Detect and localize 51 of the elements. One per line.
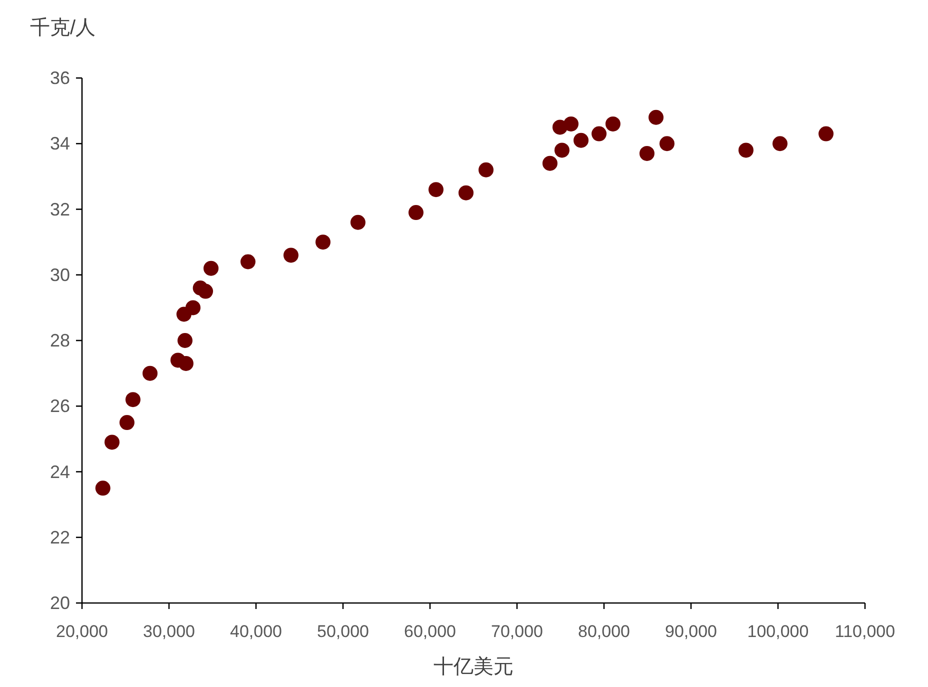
y-axis-title: 千克/人	[30, 17, 96, 39]
point	[186, 300, 201, 316]
point	[178, 333, 193, 348]
point	[350, 214, 366, 230]
x-tick-label: 60,000	[404, 622, 456, 641]
point	[408, 205, 424, 220]
point	[240, 254, 256, 270]
point	[125, 392, 140, 408]
point	[428, 182, 444, 198]
point	[659, 136, 674, 152]
point	[574, 132, 589, 148]
point	[178, 356, 194, 371]
x-axis-title: 十亿美元	[434, 655, 514, 678]
y-tick-label: 20	[50, 593, 70, 613]
point	[198, 284, 214, 299]
point	[648, 110, 664, 125]
x-tick-label: 80,000	[578, 622, 630, 641]
point	[554, 142, 570, 158]
y-tick-label: 22	[50, 527, 70, 548]
point	[142, 366, 158, 381]
y-tick-label: 36	[50, 68, 70, 88]
y-tick-label: 26	[50, 396, 70, 416]
x-tick-label: 20,000	[56, 622, 108, 641]
x-tick-label: 40,000	[230, 622, 282, 641]
y-tick-label: 28	[50, 330, 70, 350]
point	[738, 142, 754, 158]
x-tick-label: 90,000	[665, 622, 717, 641]
y-tick-label: 30	[50, 264, 70, 285]
x-tick-label: 50,000	[317, 622, 369, 641]
x-tick-label: 30,000	[143, 622, 195, 641]
point	[119, 415, 134, 430]
point	[639, 146, 654, 161]
y-tick-label: 32	[50, 199, 70, 220]
point	[564, 116, 579, 132]
point	[204, 260, 219, 276]
point	[605, 116, 620, 132]
point	[104, 434, 120, 450]
x-tick-label: 100,000	[747, 622, 809, 641]
point	[592, 126, 607, 142]
x-tick-label: 70,000	[491, 622, 543, 641]
point	[283, 248, 298, 263]
point	[772, 136, 788, 152]
point	[478, 162, 494, 178]
point	[315, 234, 330, 250]
point	[542, 156, 558, 171]
point	[95, 480, 110, 496]
point	[818, 126, 834, 142]
y-tick-label: 34	[50, 134, 70, 154]
point	[458, 185, 474, 200]
y-tick-label: 24	[50, 462, 70, 482]
x-tick-label: 110,000	[834, 622, 896, 641]
